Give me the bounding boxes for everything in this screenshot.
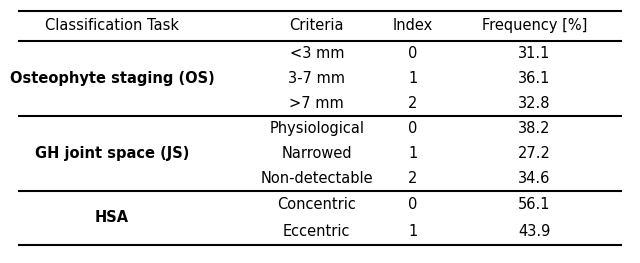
Text: 56.1: 56.1 [518, 197, 550, 212]
Text: 36.1: 36.1 [518, 71, 550, 86]
Text: Index: Index [393, 18, 433, 33]
Text: 0: 0 [408, 46, 417, 61]
Text: Osteophyte staging (OS): Osteophyte staging (OS) [10, 71, 214, 86]
Text: Eccentric: Eccentric [283, 224, 351, 239]
Text: GH joint space (JS): GH joint space (JS) [35, 146, 189, 161]
Text: 1: 1 [408, 71, 417, 86]
Text: 2: 2 [408, 171, 417, 186]
Text: Physiological: Physiological [269, 121, 364, 136]
Text: 0: 0 [408, 121, 417, 136]
Text: 1: 1 [408, 224, 417, 239]
Text: 1: 1 [408, 146, 417, 161]
Text: Non-detectable: Non-detectable [260, 171, 373, 186]
Text: Frequency [%]: Frequency [%] [482, 18, 587, 33]
Text: 27.2: 27.2 [518, 146, 551, 161]
Text: 32.8: 32.8 [518, 96, 550, 111]
Text: >7 mm: >7 mm [289, 96, 344, 111]
Text: Criteria: Criteria [289, 18, 344, 33]
Text: 34.6: 34.6 [518, 171, 550, 186]
Text: Concentric: Concentric [277, 197, 356, 212]
Text: 3-7 mm: 3-7 mm [288, 71, 346, 86]
Text: 38.2: 38.2 [518, 121, 550, 136]
Text: 2: 2 [408, 96, 417, 111]
Text: HSA: HSA [95, 210, 129, 225]
Text: Narrowed: Narrowed [282, 146, 352, 161]
Text: 0: 0 [408, 197, 417, 212]
Text: 43.9: 43.9 [518, 224, 550, 239]
Text: 31.1: 31.1 [518, 46, 550, 61]
Text: Classification Task: Classification Task [45, 18, 179, 33]
Text: <3 mm: <3 mm [289, 46, 344, 61]
